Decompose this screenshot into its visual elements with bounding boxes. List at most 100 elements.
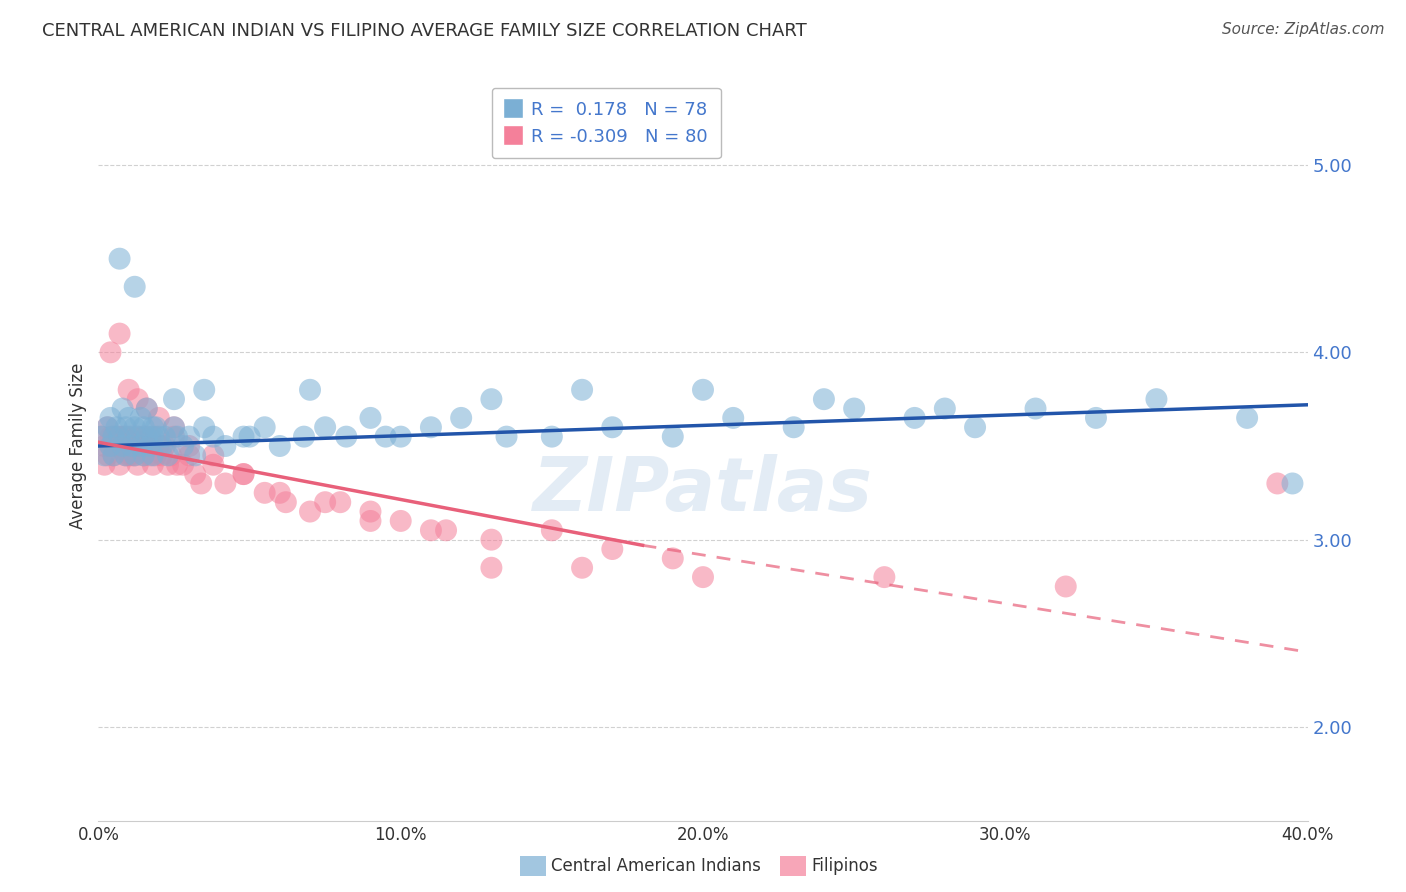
Point [202, 449, 225, 463]
Point [166, 430, 188, 444]
Point [132, 449, 155, 463]
Point [844, 401, 866, 416]
Point [335, 430, 357, 444]
Point [111, 439, 134, 453]
Point [156, 458, 179, 472]
Point [299, 383, 322, 397]
Point [163, 420, 186, 434]
Point [193, 420, 215, 434]
Point [139, 449, 162, 463]
Point [299, 505, 322, 519]
Point [420, 420, 443, 434]
Point [124, 280, 146, 294]
Point [118, 411, 141, 425]
Point [132, 420, 155, 434]
Point [148, 439, 170, 453]
Point [135, 401, 157, 416]
Point [100, 439, 122, 453]
Point [135, 401, 157, 416]
Point [202, 458, 225, 472]
Point [239, 430, 262, 444]
Point [184, 467, 207, 482]
Point [692, 570, 714, 584]
Point [121, 439, 143, 453]
Point [202, 430, 225, 444]
Point [150, 439, 173, 453]
Point [232, 467, 254, 482]
Point [118, 449, 141, 463]
Point [127, 430, 149, 444]
Point [269, 486, 291, 500]
Point [163, 430, 186, 444]
Point [145, 449, 167, 463]
Point [1267, 476, 1289, 491]
Point [124, 449, 146, 463]
Point [142, 439, 165, 453]
Point [190, 476, 212, 491]
Point [965, 420, 987, 434]
Point [434, 524, 457, 538]
Point [114, 449, 136, 463]
Point [111, 430, 134, 444]
Point [96, 420, 118, 434]
Point [1144, 392, 1167, 407]
Point [100, 345, 122, 359]
Point [163, 420, 186, 434]
Point [105, 439, 128, 453]
Point [93, 439, 115, 453]
Point [389, 430, 412, 444]
Point [153, 439, 176, 453]
Point [105, 420, 128, 434]
Point [121, 449, 143, 463]
Point [108, 326, 131, 341]
Point [314, 420, 336, 434]
Point [1054, 580, 1077, 594]
Point [100, 439, 122, 453]
Point [148, 411, 170, 425]
Point [232, 467, 254, 482]
Point [723, 411, 745, 425]
Point [540, 524, 562, 538]
Point [108, 252, 131, 266]
Point [540, 430, 562, 444]
Point [121, 430, 143, 444]
Point [163, 392, 186, 407]
Point [118, 383, 141, 397]
Point [108, 430, 131, 444]
Point [114, 449, 136, 463]
Point [96, 420, 118, 434]
Point [166, 458, 188, 472]
Point [114, 420, 136, 434]
Point [105, 430, 128, 444]
Point [602, 541, 624, 557]
Point [150, 449, 173, 463]
Point [783, 420, 806, 434]
Text: ZIPatlas: ZIPatlas [533, 454, 873, 527]
Point [93, 449, 115, 463]
Point [661, 430, 683, 444]
Point [142, 458, 165, 472]
Point [96, 449, 118, 463]
Point [253, 420, 276, 434]
Y-axis label: Average Family Size: Average Family Size [69, 363, 87, 529]
Point [124, 439, 146, 453]
Point [103, 430, 125, 444]
Point [135, 430, 157, 444]
Point [139, 439, 162, 453]
Point [904, 411, 927, 425]
Point [934, 401, 956, 416]
Point [481, 392, 503, 407]
Point [389, 514, 412, 528]
Point [93, 458, 115, 472]
Point [179, 430, 201, 444]
Point [132, 430, 155, 444]
Point [129, 439, 152, 453]
Point [374, 430, 396, 444]
Point [127, 458, 149, 472]
Point [214, 439, 236, 453]
Point [118, 430, 141, 444]
Text: CENTRAL AMERICAN INDIAN VS FILIPINO AVERAGE FAMILY SIZE CORRELATION CHART: CENTRAL AMERICAN INDIAN VS FILIPINO AVER… [42, 22, 807, 40]
Point [360, 514, 382, 528]
Point [329, 495, 352, 509]
Point [100, 411, 122, 425]
